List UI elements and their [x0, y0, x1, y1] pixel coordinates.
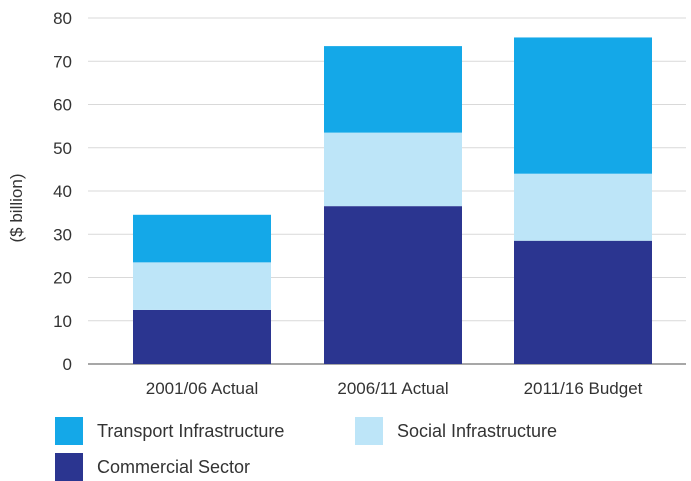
legend-item-social: Social Infrastructure	[355, 417, 557, 445]
bar-segment	[133, 214, 271, 263]
y-tick-label: 40	[53, 182, 72, 201]
legend-label-social: Social Infrastructure	[397, 420, 558, 441]
y-tick-label: 20	[53, 269, 72, 288]
y-tick-label: 0	[63, 355, 72, 374]
x-axis-categories: 2001/06 Actual 2006/11 Actual 2011/16 Budg…	[146, 379, 643, 398]
y-tick-label: 30	[53, 225, 72, 244]
y-axis-ticks: 0 10 20 30 40 50 60 70 80	[53, 9, 72, 374]
legend-swatch-transport	[55, 417, 83, 445]
bar-segment	[514, 37, 652, 174]
y-tick-label: 10	[53, 312, 72, 331]
legend-swatch-social	[355, 417, 383, 445]
x-category-label: 2001/06 Actual	[146, 379, 258, 398]
y-tick-label: 60	[53, 96, 72, 115]
legend-item-transport: Transport Infrastructure	[55, 417, 284, 445]
bar-segment	[324, 46, 462, 133]
bar-segment	[133, 262, 271, 310]
y-tick-label: 80	[53, 9, 72, 28]
legend-label-transport: Transport Infrastructure	[97, 420, 285, 441]
y-axis-label: ($ billion)	[7, 174, 26, 243]
y-tick-label: 50	[53, 139, 72, 158]
bar-segment	[133, 309, 271, 364]
stacked-bar-chart: 0 10 20 30 40 50 60 70 80 2001/06 Actual 2006/11 …	[7, 9, 686, 398]
bar-segment	[514, 240, 652, 364]
x-category-label: 2006/11 Actual	[337, 379, 448, 398]
bar-segment	[324, 206, 462, 364]
x-category-label: 2011/16 Budget	[524, 379, 643, 398]
bar-segment	[514, 173, 652, 241]
y-tick-label: 70	[53, 52, 72, 71]
legend-swatch-commercial	[55, 453, 83, 481]
bars	[133, 37, 652, 364]
bar-segment	[324, 132, 462, 207]
legend: Transport Infrastructure Social Infrastr…	[0, 412, 691, 481]
legend-label-commercial: Commercial Sector	[97, 456, 251, 477]
legend-item-commercial: Commercial Sector	[55, 453, 250, 481]
